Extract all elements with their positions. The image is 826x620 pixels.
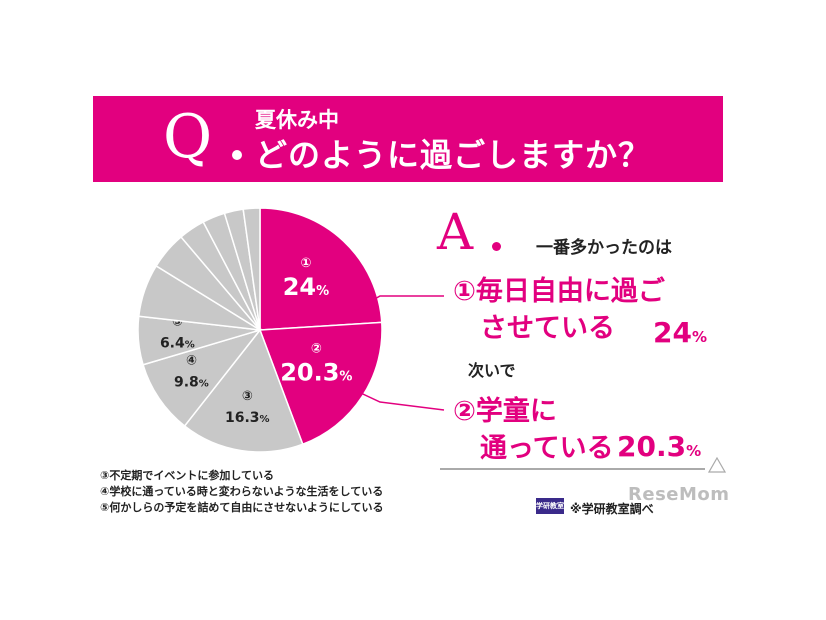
pie-slice-11: [242, 207, 261, 331]
answer-second-line-2: 通っている: [480, 433, 614, 464]
legend-item-4: ④学校に通っている時と変わらないような生活をしている: [100, 485, 384, 498]
pie-chart: ①24%②20.3%③16.3%④9.8%⑤6.4%: [137, 207, 383, 453]
answer-divider: [440, 468, 705, 470]
gakken-logo: 学研教室: [536, 498, 564, 514]
question-banner: [93, 96, 723, 182]
legend: ③不定期でイベントに参加している ④学校に通っている時と変わらないような生活をし…: [100, 468, 384, 516]
source-note: ※学研教室調べ: [570, 502, 654, 516]
slice-label-4: 9.8%: [174, 375, 209, 391]
question-line-2: どのように過ごしますか？: [255, 136, 652, 174]
slice-marker-2: ②: [311, 341, 322, 356]
answer-second-value: 20.3: [617, 430, 687, 463]
triangle-icon: [708, 457, 726, 473]
slice-marker-1: ①: [300, 256, 311, 271]
answer-first-line-1: ①毎日自由に過ご: [453, 276, 665, 307]
answer-first-percent: 24%: [653, 316, 707, 354]
legend-item-5: ⑤何かしらの予定を詰めて自由にさせないようにしている: [100, 501, 384, 514]
answer-intro: 一番多かったのは: [536, 238, 672, 258]
answer-first-line-2: させている: [480, 313, 615, 344]
pie-slice-1: [259, 207, 383, 331]
watermark: ReseMom: [628, 484, 730, 505]
slice-label-3: 16.3%: [225, 410, 270, 426]
question-prefix: Q: [163, 102, 213, 172]
answer-first-value: 24: [653, 316, 692, 349]
slice-label-5: 6.4%: [160, 335, 195, 351]
percent-sign: %: [686, 442, 702, 460]
answer-second-percent: 20.3%: [617, 430, 701, 468]
answer-second-line-1: ②学童に: [453, 396, 557, 427]
question-dot: [232, 150, 242, 160]
answer-dot: [492, 242, 501, 251]
percent-sign: %: [691, 328, 707, 346]
pie-slice-4: [142, 328, 263, 427]
slice-marker-3: ③: [242, 389, 253, 404]
slice-marker-5: ⑤: [172, 314, 183, 329]
legend-item-3: ③不定期でイベントに参加している: [100, 469, 274, 482]
next-label: 次いで: [468, 361, 516, 380]
pie-slice-3: [183, 328, 304, 453]
slice-marker-4: ④: [186, 354, 197, 369]
answer-prefix: A: [437, 203, 474, 261]
question-line-1: 夏休み中: [255, 108, 339, 132]
